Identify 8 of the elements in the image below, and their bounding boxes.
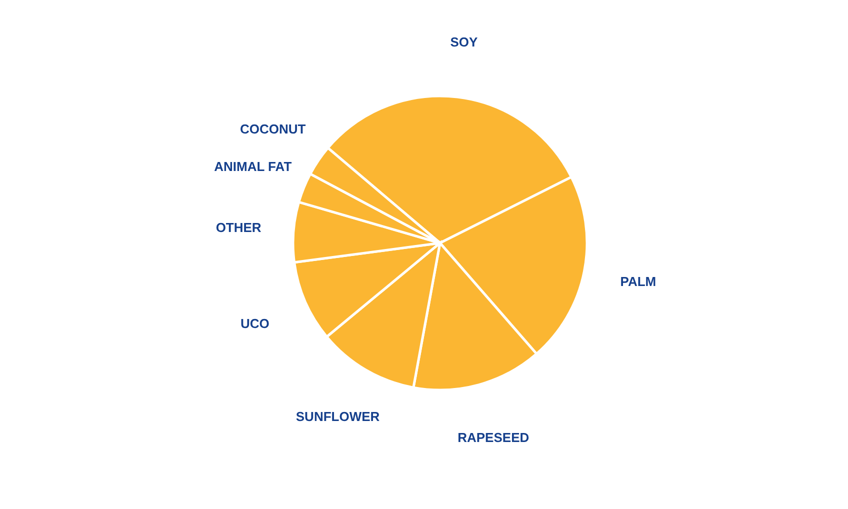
slice-label: RAPESEED: [458, 430, 530, 445]
slice-label: SUNFLOWER: [296, 409, 380, 424]
slice-label: COCONUT: [240, 122, 306, 137]
slice-label: UCO: [240, 316, 270, 331]
slice-label: OTHER: [216, 220, 262, 235]
slice-label: PALM: [620, 274, 656, 290]
slice-label: SOY: [450, 34, 478, 50]
slice-label: ANIMAL FAT: [214, 158, 292, 174]
